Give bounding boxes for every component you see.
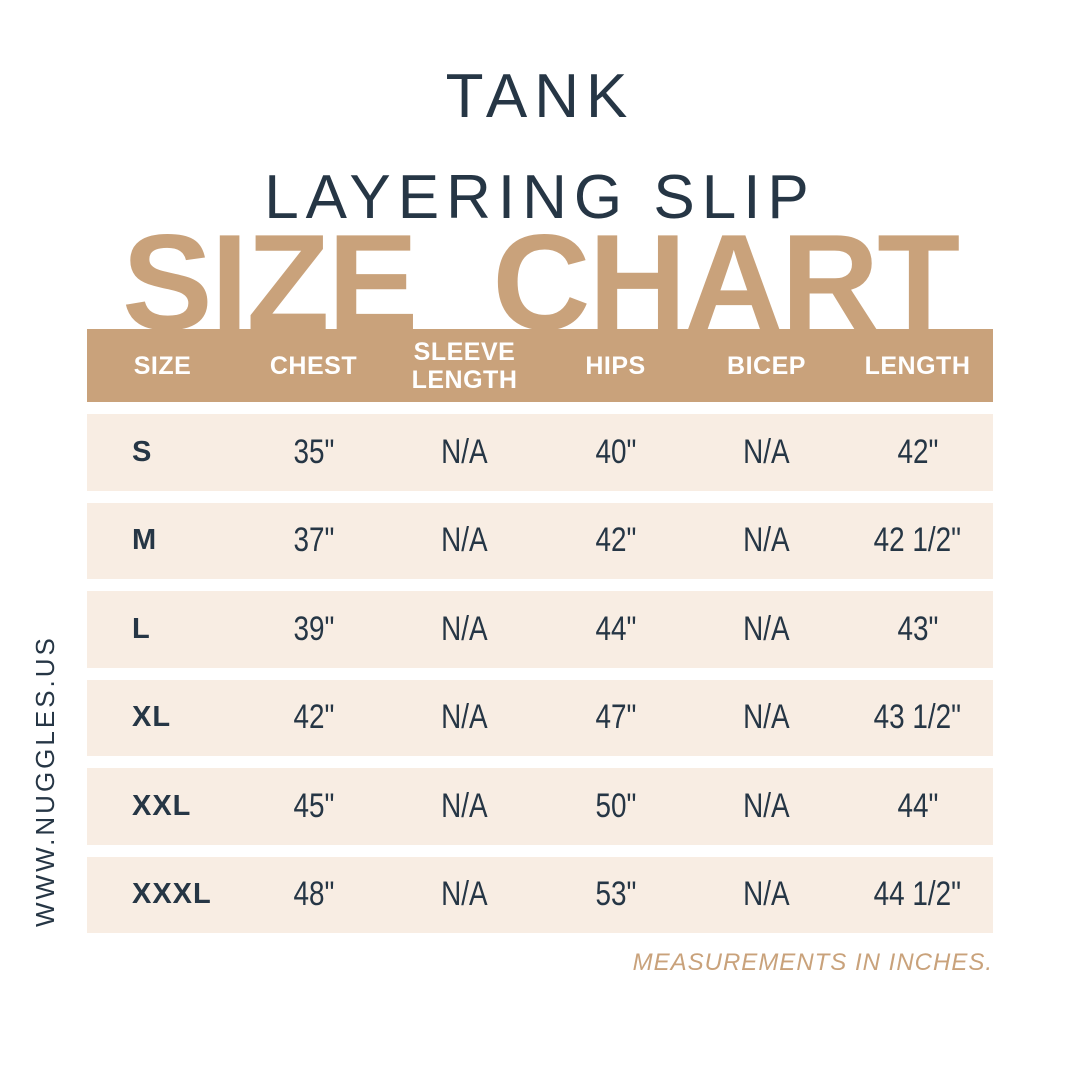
bicep-value: N/A [743,786,790,825]
size-label: XL [132,701,172,734]
sleeve-value: N/A [441,875,488,914]
sleeve-value: N/A [441,786,488,825]
length-value: 44" [897,786,938,825]
length-value: 42 1/2" [873,521,962,560]
bicep-value: N/A [743,521,790,560]
bicep-value: N/A [743,698,790,737]
size-label: L [132,612,151,645]
size-table-body: S 35" N/A 40" N/A 42" M 37" N/A 42" N/A … [87,414,993,933]
length-value: 43" [897,609,938,648]
measurements-footnote: MEASUREMENTS IN INCHES. [632,949,993,976]
sleeve-value: N/A [441,521,488,560]
size-table-header-row: SIZE CHEST SLEEVE LENGTH HIPS BICEP LENG… [87,329,993,402]
product-title-line1: TANK [445,62,635,131]
hips-value: 50" [595,786,636,825]
size-chart-heading: SIZE CHART [122,206,960,358]
product-title: TANK LAYERING SLIP [0,46,1080,248]
sleeve-value: N/A [441,609,488,648]
size-chart-heading-word-size: SIZE [122,206,418,358]
bicep-value: N/A [743,875,790,914]
chest-value: 42" [293,698,334,737]
size-chart-heading-word-chart: CHART [492,206,960,358]
size-label: XXL [132,789,192,822]
column-header-chest: CHEST [269,351,358,380]
bicep-value: N/A [743,432,790,471]
table-row-xxl: XXL 45" N/A 50" N/A 44" [87,768,993,845]
hips-value: 40" [595,432,636,471]
chest-value: 35" [293,432,334,471]
chest-value: 39" [293,609,334,648]
website-url-vertical: WWW.NUGGLES.US [30,635,60,927]
column-header-bicep: BICEP [727,351,806,380]
chest-value: 48" [293,875,334,914]
sleeve-value: N/A [441,698,488,737]
size-label: S [132,435,153,468]
sleeve-value: N/A [441,432,488,471]
length-value: 43 1/2" [873,698,962,737]
product-title-line2: LAYERING SLIP [264,163,816,232]
hips-value: 47" [595,698,636,737]
length-value: 42" [897,432,938,471]
hips-value: 53" [595,875,636,914]
bicep-value: N/A [743,609,790,648]
length-value: 44 1/2" [873,875,962,914]
table-row-xxxl: XXXL 48" N/A 53" N/A 44 1/2" [87,856,993,933]
size-label: XXXL [132,878,212,911]
table-row-xl: XL 42" N/A 47" N/A 43 1/2" [87,679,993,756]
column-header-hips: HIPS [585,351,646,380]
column-header-size: SIZE [133,351,192,380]
chest-value: 37" [293,521,334,560]
hips-value: 42" [595,521,636,560]
chest-value: 45" [293,786,334,825]
table-row-l: L 39" N/A 44" N/A 43" [87,591,993,668]
size-label: M [132,524,158,557]
table-row-m: M 37" N/A 42" N/A 42 1/2" [87,502,993,579]
hips-value: 44" [595,609,636,648]
column-header-sleeve-length: SLEEVE LENGTH [411,337,518,394]
table-row-s: S 35" N/A 40" N/A 42" [87,414,993,491]
column-header-length: LENGTH [864,351,971,380]
